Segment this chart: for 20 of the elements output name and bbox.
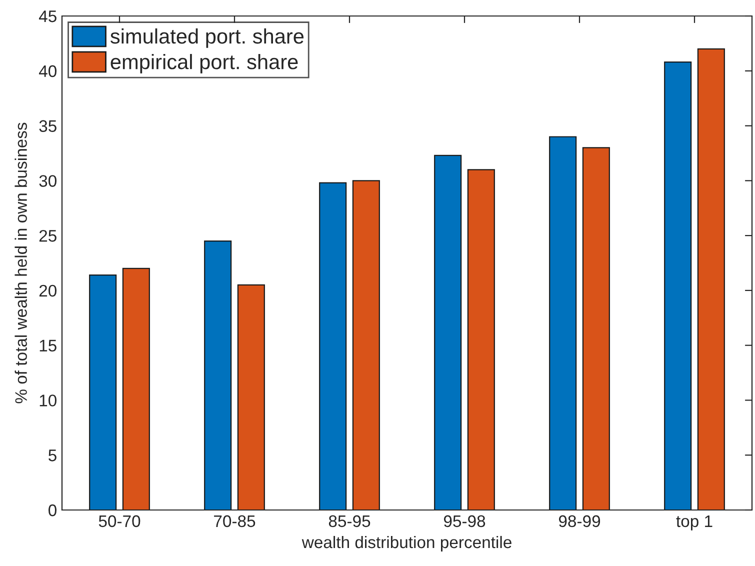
x-axis-title: wealth distribution percentile xyxy=(302,536,512,552)
y-axis-title: % of total wealth held in own business xyxy=(14,122,27,404)
x-tick-label: 95-98 xyxy=(444,515,486,528)
y-tick-label: 35 xyxy=(39,120,56,132)
y-tick-label: 5 xyxy=(48,450,56,462)
x-tick-label: top 1 xyxy=(676,515,712,530)
y-tick-label: 30 xyxy=(39,175,56,187)
x-tick-label: 85-95 xyxy=(328,515,370,528)
legend-label: simulated port. share xyxy=(110,28,304,48)
y-tick-label: 20 xyxy=(39,284,56,297)
y-tick-label: 15 xyxy=(40,340,56,352)
y-tick-label: 10 xyxy=(40,394,56,406)
y-tick-label: 40 xyxy=(38,65,56,78)
y-tick-label: 0 xyxy=(48,504,56,516)
y-tick-label: 25 xyxy=(39,230,56,242)
legend-label: empirical port. share xyxy=(110,54,298,74)
x-tick-label: 98-99 xyxy=(558,515,600,528)
x-tick-label: 50-70 xyxy=(98,515,140,528)
y-tick-label: 45 xyxy=(38,10,56,22)
x-tick-label: 70-85 xyxy=(214,515,256,528)
